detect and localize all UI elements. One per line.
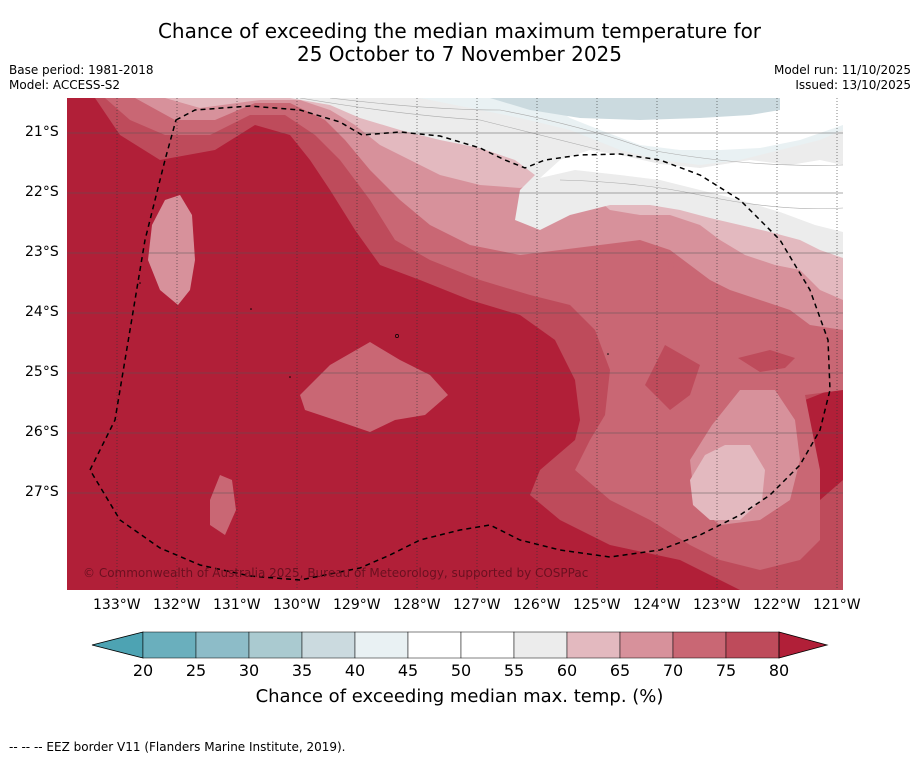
colorbar-tick: 20 bbox=[132, 661, 154, 680]
graticule bbox=[116, 98, 838, 590]
map-title-line1: Chance of exceeding the median maximum t… bbox=[157, 19, 762, 43]
colorbar-tick: 65 bbox=[609, 661, 631, 680]
colorbar-segment bbox=[672, 631, 727, 659]
lat-label: 22°S bbox=[25, 184, 59, 200]
issued-text: Issued: 13/10/2025 bbox=[795, 78, 911, 92]
colorbar-tick: 45 bbox=[397, 661, 419, 680]
colorbar-under-arrow bbox=[91, 631, 144, 659]
colorbar-tick: 75 bbox=[715, 661, 737, 680]
island-marker bbox=[139, 282, 141, 284]
colorbar-segment bbox=[195, 631, 250, 659]
lon-label: 132°W bbox=[153, 597, 201, 613]
colorbar-segment bbox=[354, 631, 409, 659]
colorbar-tick: 55 bbox=[503, 661, 525, 680]
lon-label: 128°W bbox=[393, 597, 441, 613]
model-text: Model: ACCESS-S2 bbox=[9, 78, 121, 92]
contour-small-spot bbox=[667, 252, 674, 272]
latitude-lines bbox=[67, 132, 843, 494]
model-run-text: Model run: 11/10/2025 bbox=[773, 63, 911, 77]
lon-label: 131°W bbox=[213, 597, 261, 613]
colorbar-segment bbox=[566, 631, 621, 659]
colorbar-tick: 30 bbox=[238, 661, 260, 680]
island-marker bbox=[607, 353, 609, 355]
lat-label: 23°S bbox=[25, 244, 59, 260]
base-period-text: Base period: 1981-2018 bbox=[9, 63, 154, 77]
colorbar-tick: 25 bbox=[185, 661, 207, 680]
colorbar-segment bbox=[460, 631, 515, 659]
eez-border bbox=[89, 105, 831, 581]
lon-label: 129°W bbox=[333, 597, 381, 613]
island-marker bbox=[250, 308, 252, 310]
lon-label: 121°W bbox=[813, 597, 861, 613]
eez-legend-text: -- -- -- EEZ border V11 (Flanders Marine… bbox=[9, 740, 346, 754]
colorbar-title: Chance of exceeding median max. temp. (%… bbox=[255, 686, 664, 707]
colorbar-segment bbox=[142, 631, 197, 659]
island-marker bbox=[395, 334, 399, 338]
contour-45-55 bbox=[540, 150, 843, 232]
lat-label: 24°S bbox=[25, 304, 59, 320]
lon-label: 123°W bbox=[693, 597, 741, 613]
contour-east-patch-a bbox=[645, 345, 700, 410]
contour-east-core bbox=[690, 445, 765, 520]
contour-south-patch bbox=[210, 475, 236, 535]
lon-label: 133°W bbox=[93, 597, 141, 613]
colorbar-tick: 60 bbox=[556, 661, 578, 680]
lon-label: 122°W bbox=[753, 597, 801, 613]
colorbar-tick: 70 bbox=[662, 661, 684, 680]
lat-label: 27°S bbox=[25, 484, 59, 500]
map-title-line2: 25 October to 7 November 2025 bbox=[296, 42, 623, 66]
contour-central-patch bbox=[300, 342, 448, 432]
colorbar-over-arrow bbox=[778, 631, 829, 659]
colorbar-segment bbox=[619, 631, 674, 659]
colorbar-segment bbox=[301, 631, 356, 659]
lat-label: 25°S bbox=[25, 364, 59, 380]
map-credit-text: © Commonwealth of Australia 2025, Bureau… bbox=[83, 566, 589, 580]
colorbar-segment bbox=[248, 631, 303, 659]
lat-label: 21°S bbox=[25, 124, 59, 140]
lon-label: 125°W bbox=[573, 597, 621, 613]
colorbar-tick: 35 bbox=[291, 661, 313, 680]
colorbar-tick: 50 bbox=[450, 661, 472, 680]
lon-label: 127°W bbox=[453, 597, 501, 613]
contour-west-patch bbox=[148, 195, 195, 305]
colorbar-segment bbox=[513, 631, 568, 659]
colorbar-segment bbox=[725, 631, 780, 659]
lat-label: 26°S bbox=[25, 424, 59, 440]
lon-label: 126°W bbox=[513, 597, 561, 613]
colorbar-tick: 80 bbox=[768, 661, 790, 680]
lon-label: 130°W bbox=[273, 597, 321, 613]
contour-east-patch-b bbox=[738, 350, 795, 372]
colorbar bbox=[91, 631, 829, 659]
island-marker bbox=[289, 376, 291, 378]
probability-contours bbox=[67, 98, 843, 590]
colorbar-segment bbox=[407, 631, 462, 659]
colorbar-tick: 40 bbox=[344, 661, 366, 680]
contour-35-40 bbox=[490, 98, 780, 120]
lon-label: 124°W bbox=[633, 597, 681, 613]
